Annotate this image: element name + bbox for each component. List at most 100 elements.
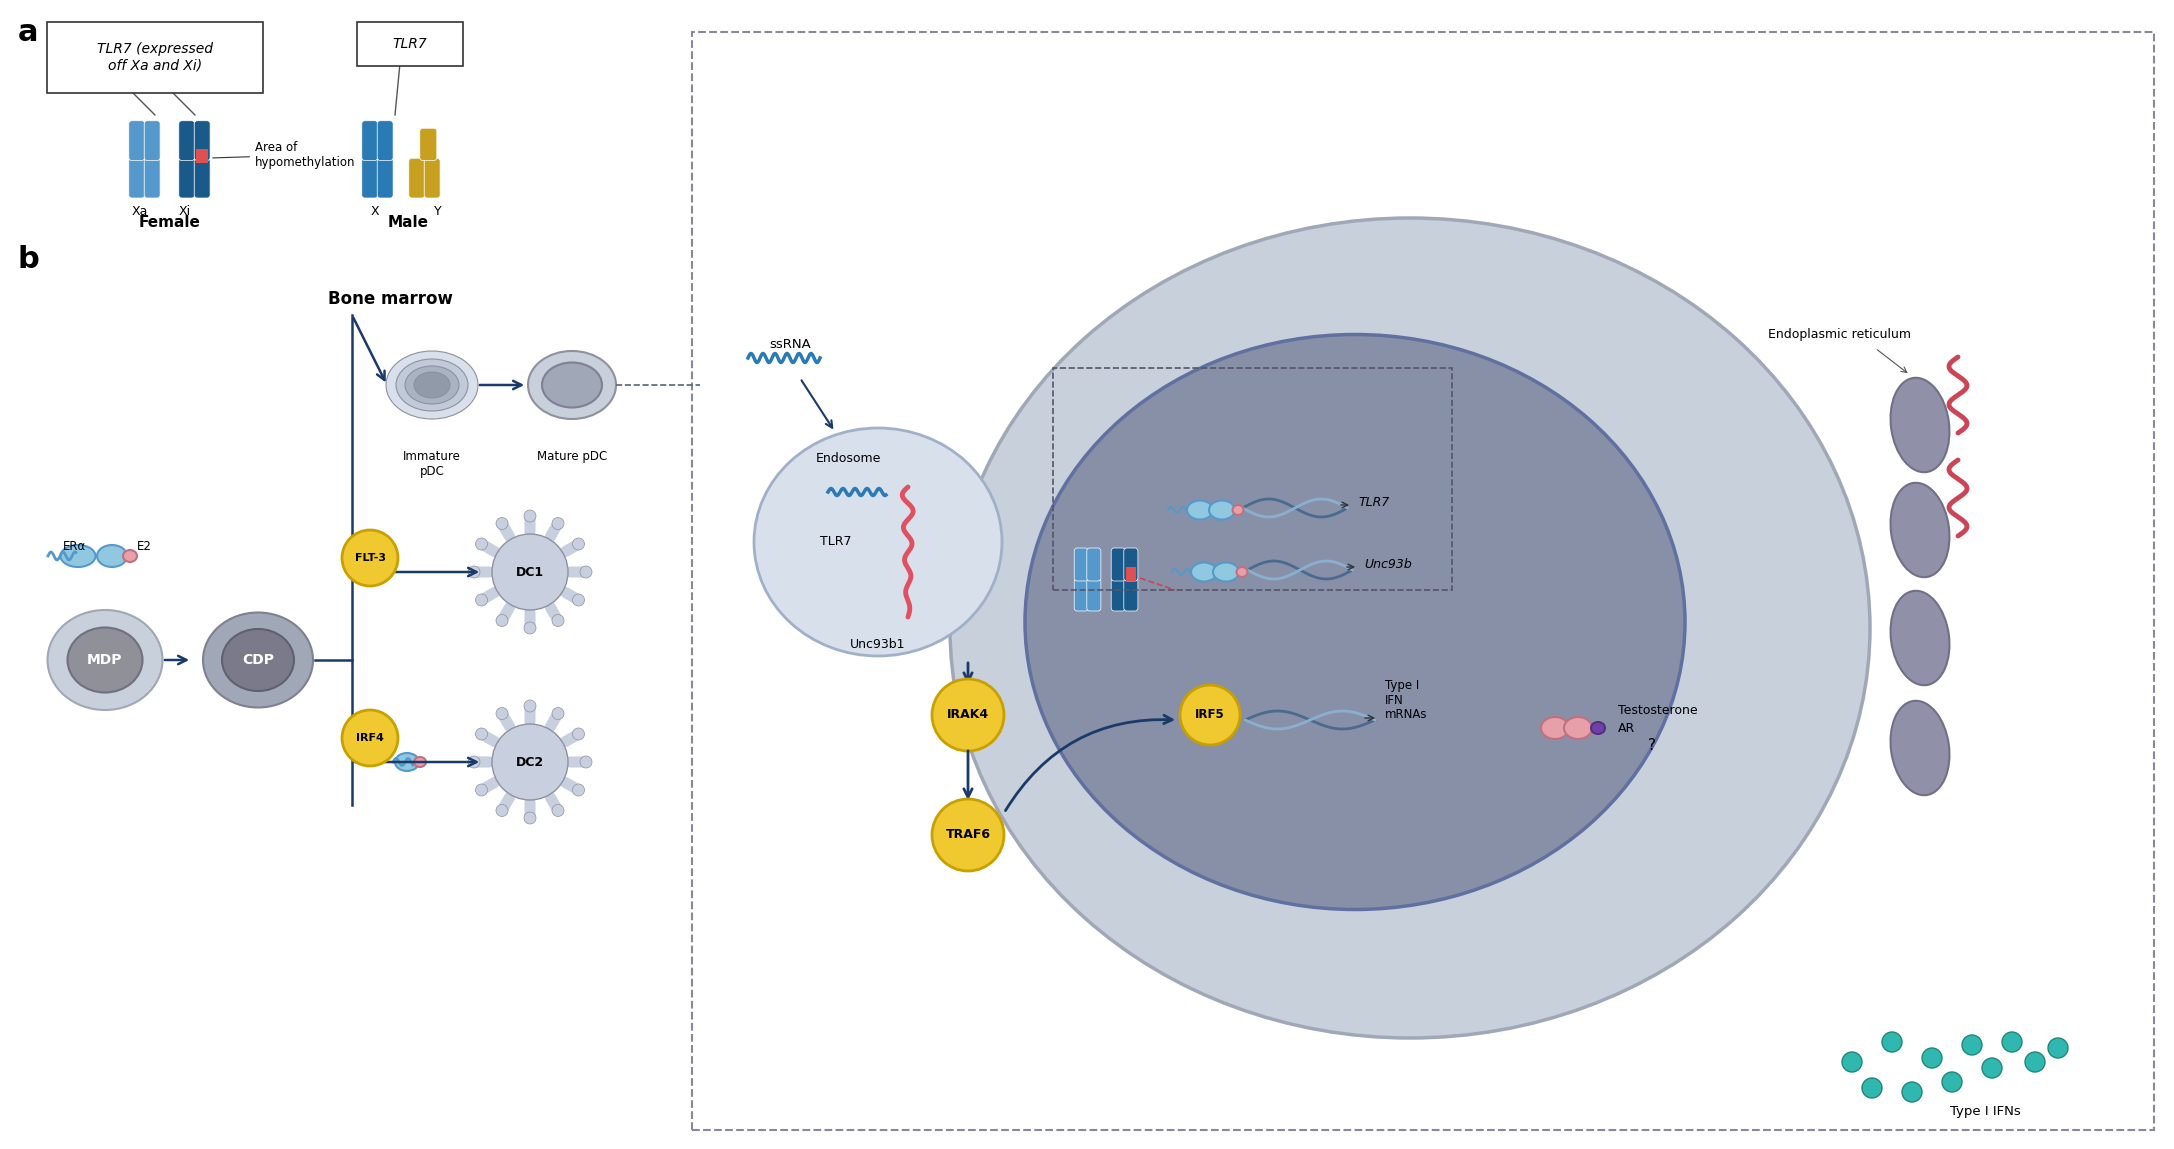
Ellipse shape [48, 610, 163, 710]
FancyBboxPatch shape [1124, 578, 1137, 611]
Ellipse shape [396, 358, 467, 411]
Circle shape [476, 784, 487, 796]
FancyBboxPatch shape [1074, 548, 1089, 581]
FancyArrowPatch shape [504, 797, 509, 808]
Text: Mature pDC: Mature pDC [537, 450, 607, 463]
Text: TLR7: TLR7 [393, 37, 428, 51]
Text: IRF4: IRF4 [357, 733, 385, 743]
Circle shape [552, 804, 563, 817]
Text: MDP: MDP [87, 653, 122, 668]
Text: Endosome: Endosome [815, 452, 880, 465]
Circle shape [933, 799, 1004, 871]
FancyBboxPatch shape [196, 149, 209, 163]
Text: AR: AR [1617, 722, 1635, 734]
Text: Unc93b: Unc93b [1363, 557, 1411, 571]
Circle shape [496, 804, 509, 817]
Text: a: a [17, 18, 39, 47]
FancyArrowPatch shape [565, 735, 576, 741]
Text: ERα: ERα [63, 540, 87, 553]
Ellipse shape [1563, 717, 1591, 739]
FancyArrowPatch shape [550, 608, 557, 618]
FancyBboxPatch shape [378, 121, 393, 161]
FancyBboxPatch shape [420, 129, 437, 161]
FancyBboxPatch shape [143, 121, 161, 161]
Circle shape [580, 566, 591, 578]
Text: ?: ? [1648, 738, 1657, 753]
Text: E2: E2 [137, 540, 152, 553]
FancyBboxPatch shape [128, 159, 146, 198]
Text: ssRNA: ssRNA [770, 338, 811, 350]
Ellipse shape [67, 627, 143, 693]
Circle shape [1841, 1052, 1861, 1072]
Ellipse shape [1237, 566, 1248, 577]
FancyBboxPatch shape [1111, 548, 1126, 581]
Text: Area of
hypomethylation: Area of hypomethylation [213, 141, 357, 169]
Circle shape [524, 510, 537, 522]
Circle shape [1861, 1078, 1883, 1098]
Ellipse shape [1024, 334, 1685, 910]
Text: DC1: DC1 [515, 565, 544, 578]
Ellipse shape [1541, 717, 1570, 739]
Circle shape [572, 538, 585, 550]
Text: TRAF6: TRAF6 [946, 828, 991, 841]
Ellipse shape [387, 350, 478, 419]
Text: b: b [17, 245, 39, 273]
FancyArrowPatch shape [485, 593, 496, 599]
Circle shape [496, 615, 509, 626]
Text: Type I IFNs: Type I IFNs [1950, 1105, 2020, 1118]
Circle shape [1922, 1048, 1941, 1069]
FancyBboxPatch shape [178, 121, 196, 161]
FancyBboxPatch shape [424, 159, 439, 198]
FancyBboxPatch shape [1124, 548, 1137, 581]
Circle shape [933, 679, 1004, 751]
Circle shape [496, 708, 509, 719]
Text: Type I
IFN
mRNAs: Type I IFN mRNAs [1385, 679, 1428, 722]
Ellipse shape [124, 550, 137, 562]
Text: X: X [372, 205, 378, 218]
FancyArrowPatch shape [550, 716, 557, 726]
Ellipse shape [528, 350, 615, 419]
Circle shape [467, 756, 480, 768]
Circle shape [467, 566, 480, 578]
FancyArrowPatch shape [485, 782, 496, 788]
Ellipse shape [1187, 501, 1213, 519]
Circle shape [552, 517, 563, 530]
Ellipse shape [1891, 701, 1950, 795]
Circle shape [524, 622, 537, 634]
FancyArrowPatch shape [565, 782, 576, 788]
Circle shape [2024, 1052, 2046, 1072]
Ellipse shape [413, 372, 450, 398]
Ellipse shape [950, 218, 1870, 1038]
Ellipse shape [1591, 722, 1604, 734]
Text: CDP: CDP [241, 653, 274, 668]
FancyBboxPatch shape [361, 121, 378, 161]
Ellipse shape [396, 753, 420, 771]
Circle shape [1902, 1082, 1922, 1102]
Circle shape [580, 756, 591, 768]
FancyBboxPatch shape [128, 121, 146, 161]
Text: FLT-3: FLT-3 [354, 553, 385, 563]
Text: TLR7 (expressed
off Xa and Xi): TLR7 (expressed off Xa and Xi) [98, 43, 213, 72]
Text: Bone marrow: Bone marrow [328, 290, 452, 308]
Text: IRF5: IRF5 [1196, 709, 1224, 722]
FancyArrowPatch shape [504, 526, 509, 537]
Ellipse shape [541, 362, 602, 408]
Circle shape [572, 728, 585, 740]
Ellipse shape [1209, 501, 1235, 519]
FancyBboxPatch shape [193, 121, 211, 161]
Ellipse shape [98, 545, 126, 566]
Text: Xa: Xa [133, 205, 148, 218]
FancyBboxPatch shape [1126, 566, 1135, 581]
Text: TLR7: TLR7 [1359, 495, 1389, 509]
FancyBboxPatch shape [409, 159, 424, 198]
Text: Xi: Xi [178, 205, 191, 218]
Text: IRAK4: IRAK4 [948, 709, 989, 722]
FancyArrowPatch shape [550, 526, 557, 537]
Ellipse shape [1233, 506, 1244, 515]
Ellipse shape [413, 757, 426, 768]
Circle shape [496, 517, 509, 530]
Circle shape [552, 615, 563, 626]
Circle shape [476, 538, 487, 550]
Ellipse shape [1891, 591, 1950, 685]
Circle shape [2002, 1032, 2022, 1052]
